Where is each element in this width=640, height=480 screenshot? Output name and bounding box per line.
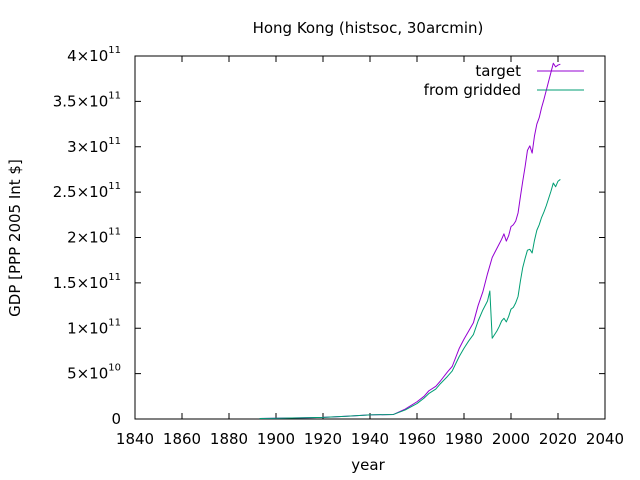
- x-tick-label: 1900: [257, 430, 295, 448]
- y-tick-label: 3.5×1011: [53, 90, 121, 110]
- y-axis-title: GDP [PPP 2005 Int $]: [6, 159, 24, 317]
- y-tick-label: 4×1011: [67, 45, 121, 65]
- x-tick-label: 1940: [351, 430, 389, 448]
- x-tick-label: 2020: [539, 430, 577, 448]
- y-axis-ticks: 0 5×1010 1×1011 1.5×1011 2×1011 2.5×1011 3×101…: [53, 45, 605, 428]
- y-tick-label: 1.5×1011: [53, 272, 121, 292]
- chart-title: Hong Kong (histsoc, 30arcmin): [253, 19, 484, 37]
- x-tick-label: 1980: [445, 430, 483, 448]
- legend-label-from-gridded: from gridded: [424, 81, 521, 99]
- axes-frame: [134, 55, 606, 420]
- series-line-target: [259, 62, 561, 420]
- x-tick-label: 1880: [210, 430, 248, 448]
- x-tick-label: 1840: [116, 430, 154, 448]
- y-tick-label: 0: [111, 410, 121, 428]
- x-tick-label: 1860: [163, 430, 201, 448]
- y-tick-label: 2×1011: [67, 227, 121, 247]
- x-tick-label: 1920: [304, 430, 342, 448]
- y-tick-label: 5×1010: [67, 363, 121, 383]
- y-tick-label: 3×1011: [67, 136, 121, 156]
- x-axis-title: year: [351, 456, 385, 474]
- x-tick-label: 2040: [586, 430, 624, 448]
- y-tick-label: 1×1011: [67, 317, 121, 337]
- plot-border: [134, 55, 606, 420]
- x-axis-ticks: 1840 1860 1880 1900 1920 1940 1960 1980 2000 2020…: [116, 56, 624, 448]
- y-tick-label: 2.5×1011: [53, 181, 121, 201]
- legend-label-target: target: [475, 62, 521, 80]
- series-layer: [259, 62, 561, 420]
- x-tick-label: 1960: [398, 430, 436, 448]
- series-line-from-gridded: [259, 179, 561, 420]
- x-tick-label: 2000: [492, 430, 530, 448]
